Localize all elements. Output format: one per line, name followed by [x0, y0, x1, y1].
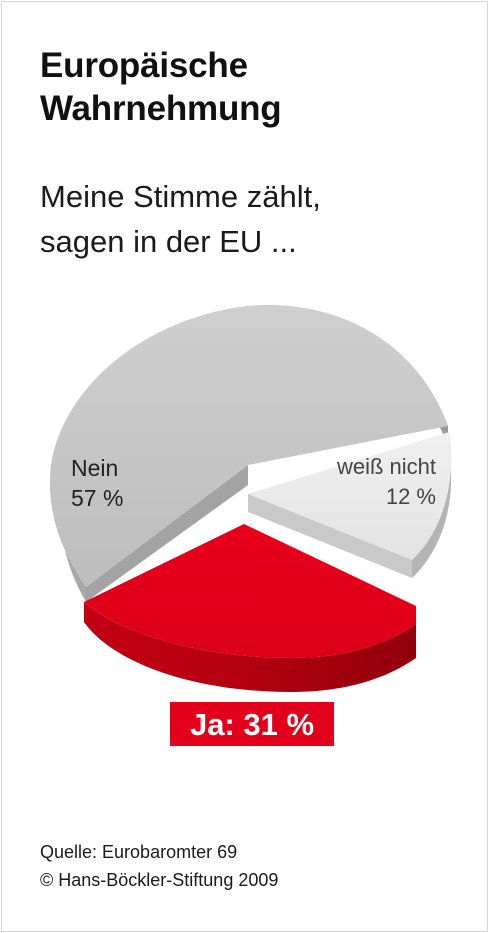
chart-subtitle: Meine Stimme zählt, sagen in der EU ... — [40, 174, 321, 264]
slice-nein — [50, 305, 448, 602]
slice-nein-side — [86, 465, 248, 602]
value-ja: Ja: 31 % — [190, 707, 314, 742]
subtitle-line-1: Meine Stimme zählt, — [40, 179, 321, 214]
slice-ja — [84, 524, 416, 692]
subtitle-line-2: sagen in der EU ... — [40, 224, 297, 259]
title-line-1: Europäische — [40, 46, 248, 85]
slice-nein-top — [50, 305, 448, 587]
value-weiss-nicht: 12 % — [386, 484, 436, 509]
label-weiss-nicht: weiß nicht — [336, 454, 436, 479]
value-nein: 57 % — [71, 485, 123, 511]
slice-weiss-nicht-side — [248, 494, 412, 578]
chart-title: Europäische Wahrnehmung — [40, 44, 282, 130]
ja-badge: Ja: 31 % — [166, 698, 338, 750]
source-line-1: Quelle: Eurobaromter 69 — [40, 842, 238, 862]
source-line-2: © Hans-Böckler-Stiftung 2009 — [40, 870, 279, 890]
slice-ja-top — [84, 524, 416, 658]
slice-weiss-nicht — [248, 432, 452, 578]
label-nein: Nein — [71, 455, 118, 481]
title-line-2: Wahrnehmung — [40, 89, 282, 128]
slice-ja-side — [84, 602, 416, 692]
slice-weiss-nicht-rim — [412, 432, 452, 578]
slice-weiss-nicht-top — [248, 432, 452, 560]
source-note: Quelle: Eurobaromter 69 © Hans-Böckler-S… — [40, 838, 278, 894]
ja-badge-box — [166, 698, 338, 750]
